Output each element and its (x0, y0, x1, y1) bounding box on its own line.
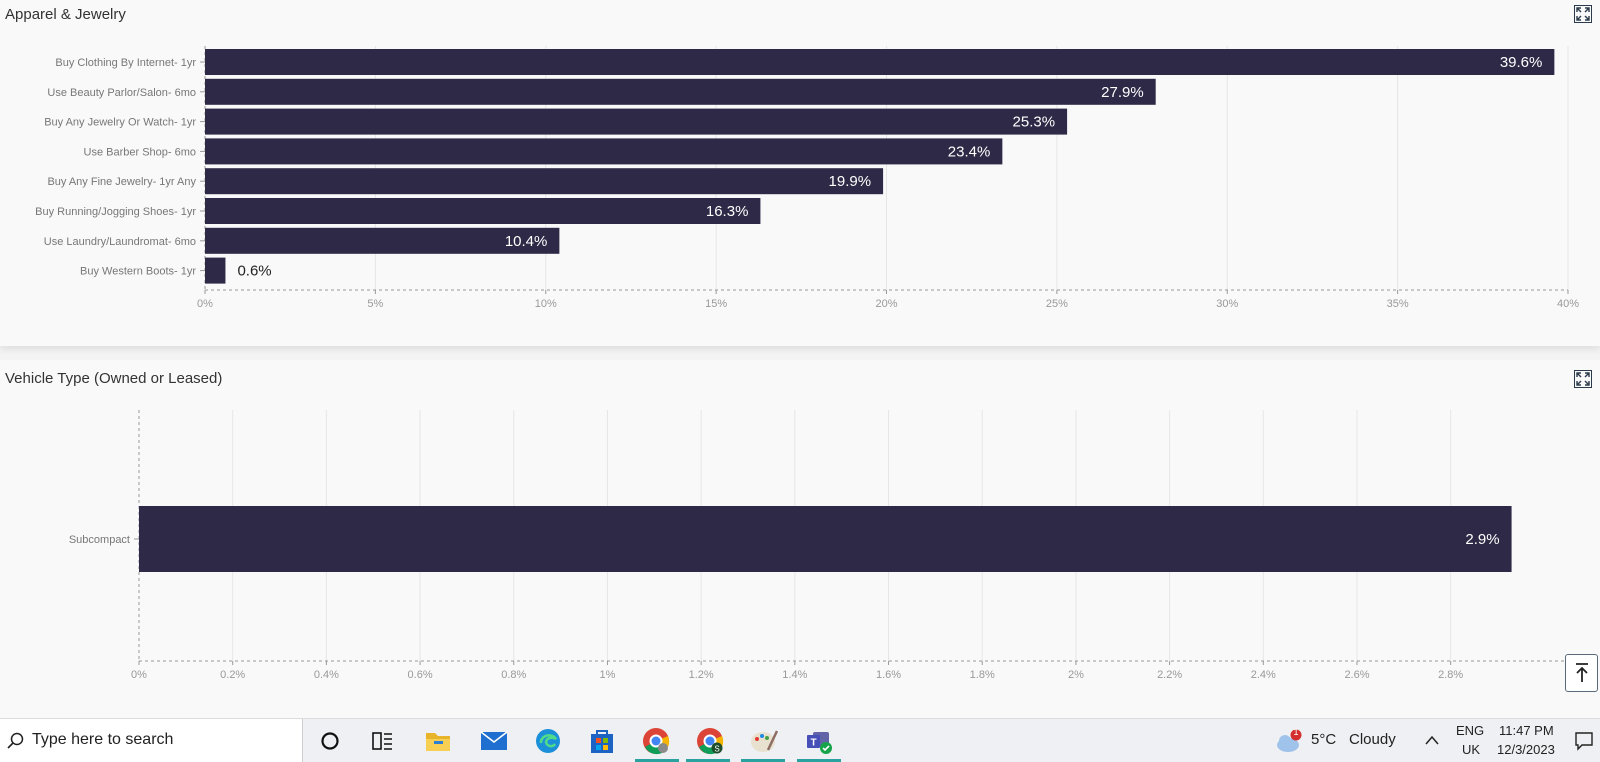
x-tick-label: 2.4% (1251, 669, 1276, 681)
clock-date[interactable]: 12/3/2023 (1497, 742, 1555, 757)
weather-badge: 1 (1293, 727, 1299, 737)
panel-title: Vehicle Type (Owned or Leased) (5, 370, 223, 387)
weather-condition[interactable]: Cloudy (1349, 731, 1396, 748)
value-label: 16.3% (706, 203, 749, 220)
file-explorer-icon[interactable] (422, 725, 454, 757)
value-label: 19.9% (829, 173, 872, 190)
x-tick-label: 0.4% (314, 669, 339, 681)
weather-temp[interactable]: 5°C (1311, 731, 1337, 748)
bar[interactable] (205, 108, 1068, 135)
x-tick-label: 35% (1387, 298, 1409, 310)
value-label: 23.4% (948, 143, 991, 160)
x-tick-label: 1.6% (876, 669, 901, 681)
cortana-icon[interactable] (314, 725, 346, 757)
x-tick-label: 1.4% (782, 669, 807, 681)
x-tick-label: 0.2% (220, 669, 245, 681)
x-tick-label: 0% (131, 669, 147, 681)
x-tick-label: 30% (1216, 298, 1238, 310)
taskbar: Type here to search S T 1 5°C Cloudy ENG (0, 718, 1600, 762)
bar[interactable] (205, 227, 560, 254)
x-tick-label: 0.6% (408, 669, 433, 681)
language-line1[interactable]: ENG (1456, 723, 1485, 738)
store-icon[interactable] (586, 725, 618, 757)
expand-icon[interactable] (1574, 370, 1592, 388)
weather-icon[interactable]: 1 (1274, 727, 1304, 755)
svg-text:T: T (810, 738, 816, 749)
value-label: 39.6% (1500, 54, 1543, 71)
bar[interactable] (205, 168, 884, 195)
x-tick-label: 1.8% (970, 669, 995, 681)
search-icon (7, 732, 24, 749)
x-tick-label: 15% (705, 298, 727, 310)
svg-text:S: S (714, 745, 719, 754)
edge-icon[interactable] (532, 725, 564, 757)
category-label: Subcompact (69, 534, 130, 546)
x-tick-label: 40% (1557, 298, 1579, 310)
notifications-icon[interactable] (1574, 731, 1594, 756)
category-label: Use Laundry/Laundromat- 6mo (44, 236, 196, 248)
panel-title: Apparel & Jewelry (5, 6, 126, 23)
bar[interactable] (205, 78, 1156, 105)
value-label: 27.9% (1101, 84, 1144, 101)
value-label: 25.3% (1013, 114, 1056, 131)
x-tick-label: 0.8% (501, 669, 526, 681)
taskbar-search-box[interactable]: Type here to search (0, 719, 303, 762)
scroll-to-top-button[interactable] (1565, 654, 1598, 692)
x-tick-label: 1.2% (689, 669, 714, 681)
expand-icon[interactable] (1574, 5, 1592, 23)
category-label: Buy Any Jewelry Or Watch- 1yr (44, 117, 196, 129)
x-tick-label: 20% (875, 298, 897, 310)
value-label: 2.9% (1465, 531, 1499, 548)
x-tick-label: 25% (1046, 298, 1068, 310)
vehicle-type-panel: Vehicle Type (Owned or Leased) 0% 0.2% 0.4… (0, 360, 1600, 718)
paint-icon[interactable] (748, 725, 780, 757)
x-tick-label: 10% (535, 298, 557, 310)
chrome-profile-icon[interactable]: S (694, 725, 726, 757)
category-label: Buy Western Boots- 1yr (80, 266, 196, 278)
x-tick-label: 5% (367, 298, 383, 310)
value-label: 10.4% (505, 233, 548, 250)
bar[interactable] (205, 257, 226, 284)
value-label: 0.6% (237, 263, 271, 280)
x-tick-label: 2.8% (1438, 669, 1463, 681)
x-tick-label: 1% (600, 669, 616, 681)
category-label: Buy Any Fine Jewelry- 1yr Any (47, 176, 196, 188)
category-label: Use Barber Shop- 6mo (84, 146, 197, 158)
chrome-icon[interactable] (640, 725, 672, 757)
apparel-jewelry-chart: 0% 5% 10% 15% 20% 25% 30% 35% 40% Buy Clothing By… (35, 46, 1579, 310)
bar[interactable] (205, 138, 1003, 165)
x-tick-label: 2.6% (1344, 669, 1369, 681)
category-label: Use Beauty Parlor/Salon- 6mo (47, 87, 196, 99)
x-tick-label: 2.2% (1157, 669, 1182, 681)
teams-icon[interactable]: T (803, 725, 835, 757)
chevron-up-icon[interactable] (1424, 733, 1440, 751)
task-view-icon[interactable] (367, 725, 399, 757)
search-placeholder: Type here to search (32, 731, 174, 748)
vehicle-type-chart: 0% 0.2% 0.4% 0.6% 0.8% 1% 1.2% 1.4% 1.6% 1.8% 2% 2.… (69, 410, 1570, 681)
language-line2[interactable]: UK (1462, 742, 1481, 757)
bar[interactable] (205, 49, 1555, 75)
clock-time[interactable]: 11:47 PM (1499, 723, 1554, 738)
x-tick-label: 0% (197, 298, 213, 310)
x-tick-label: 2% (1068, 669, 1084, 681)
mail-icon[interactable] (478, 725, 510, 757)
category-label: Buy Clothing By Internet- 1yr (55, 57, 196, 69)
bar[interactable] (139, 506, 1512, 572)
category-label: Buy Running/Jogging Shoes- 1yr (35, 206, 196, 218)
arrow-up-icon (1575, 663, 1588, 682)
bar[interactable] (205, 198, 761, 224)
apparel-jewelry-panel: Apparel & Jewelry 0% 5% 10% 15% 20% 25% 30% 35%… (0, 0, 1600, 346)
